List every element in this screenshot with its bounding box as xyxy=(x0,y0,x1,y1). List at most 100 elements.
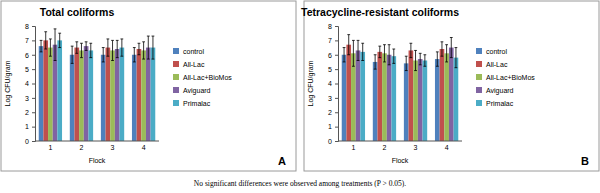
error-bar xyxy=(347,35,350,55)
axis-line xyxy=(335,27,339,142)
tick: 3 xyxy=(111,141,115,151)
tick-mark xyxy=(32,112,35,113)
panel-label: B xyxy=(581,155,589,167)
legend-label: All-Lac+BioMos xyxy=(486,74,535,81)
y-axis: 012345678 xyxy=(25,23,35,145)
error-bar xyxy=(102,48,105,62)
bar xyxy=(120,48,125,141)
tick-label: 6 xyxy=(25,51,29,58)
tick-label: 6 xyxy=(328,51,332,58)
series xyxy=(346,45,444,141)
legend: controlAll-LacAll-Lac+BioMosAviguardPrim… xyxy=(476,48,535,107)
plot-area xyxy=(39,29,156,141)
tick-label: 8 xyxy=(328,23,332,30)
error-bar xyxy=(44,32,47,49)
tick-label: 5 xyxy=(328,66,332,73)
legend-label: control xyxy=(486,48,507,55)
bar xyxy=(70,55,75,141)
bar xyxy=(74,48,79,141)
y-axis: 012345678 xyxy=(328,23,338,145)
legend-label: All-Lac xyxy=(486,61,508,68)
series xyxy=(351,53,449,141)
tick-label: 1 xyxy=(351,144,355,151)
figure: Total coliforms0123456781234FlockLog CFU… xyxy=(0,0,600,193)
tick-mark xyxy=(335,55,338,56)
x-axis-title: Flock xyxy=(89,157,106,164)
series xyxy=(360,52,458,141)
bar xyxy=(106,48,111,141)
bar xyxy=(360,52,365,141)
bar xyxy=(137,49,142,141)
tick: 2 xyxy=(328,109,338,116)
tick: 0 xyxy=(328,138,338,145)
legend-swatch xyxy=(476,61,482,67)
error-bar xyxy=(409,43,412,57)
error-bar xyxy=(450,38,453,58)
error-bar xyxy=(89,43,92,57)
tick-label: 4 xyxy=(25,80,29,87)
error-bar xyxy=(116,40,119,57)
tick: 1 xyxy=(328,123,338,130)
error-bar xyxy=(80,43,83,57)
tick-mark xyxy=(335,141,338,142)
bar xyxy=(440,49,445,141)
tick: 3 xyxy=(328,95,338,102)
tick: 0 xyxy=(25,138,35,145)
tick-mark xyxy=(32,141,35,142)
error-bar xyxy=(445,45,448,62)
tick-label: 5 xyxy=(25,66,29,73)
chart-title: Tetracycline-resistant coliforms xyxy=(301,6,459,18)
series xyxy=(57,40,155,141)
series xyxy=(48,48,146,141)
y-axis-title: Log CFU/gram xyxy=(4,60,12,106)
tick-mark xyxy=(32,40,35,41)
tick: 6 xyxy=(25,51,35,58)
error-bar xyxy=(436,52,439,66)
legend-label: All-Lac xyxy=(183,61,205,68)
bar xyxy=(342,55,347,141)
legend-label: Primalac xyxy=(183,100,211,107)
bar xyxy=(413,61,418,142)
tick-label: 0 xyxy=(25,138,29,145)
legend-swatch xyxy=(476,100,482,106)
bar xyxy=(79,50,84,141)
tick: 5 xyxy=(25,66,35,73)
tick-label: 3 xyxy=(328,95,332,102)
tick-label: 7 xyxy=(25,37,29,44)
legend-label: Aviguard xyxy=(486,87,514,95)
tick-mark xyxy=(335,112,338,113)
bar xyxy=(382,53,387,141)
error-bar xyxy=(85,42,88,51)
bar xyxy=(101,55,106,141)
tick-mark xyxy=(32,26,35,27)
legend-label: Aviguard xyxy=(183,87,211,95)
series xyxy=(356,48,454,141)
tick: 3 xyxy=(414,141,418,151)
legend-swatch xyxy=(173,74,179,80)
bar xyxy=(115,49,120,141)
tick: 2 xyxy=(383,141,387,151)
tick-mark xyxy=(335,84,338,85)
legend-swatch xyxy=(173,100,179,106)
bar xyxy=(43,40,48,141)
tick: 6 xyxy=(328,51,338,58)
error-bar xyxy=(414,50,417,70)
error-bar xyxy=(419,53,422,65)
series xyxy=(43,40,141,141)
error-bar xyxy=(40,40,43,52)
error-bar xyxy=(54,29,57,61)
tick-label: 3 xyxy=(111,144,115,151)
bar xyxy=(435,59,440,141)
error-bar xyxy=(374,55,377,69)
bar xyxy=(346,45,351,141)
bar xyxy=(391,56,396,141)
tick: 4 xyxy=(25,80,35,87)
x-axis: 1234 xyxy=(35,141,159,151)
tick-label: 2 xyxy=(328,109,332,116)
tick-label: 4 xyxy=(445,144,449,151)
bar xyxy=(404,63,409,141)
tick: 2 xyxy=(80,141,84,151)
bar xyxy=(141,50,146,141)
error-bar xyxy=(58,33,61,47)
error-bar xyxy=(120,39,123,56)
